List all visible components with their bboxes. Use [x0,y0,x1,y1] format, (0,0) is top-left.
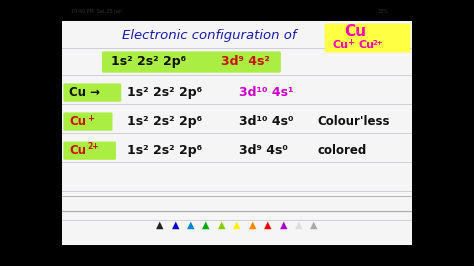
Text: ▲: ▲ [233,220,241,230]
Text: Cu: Cu [332,40,348,50]
Text: Cu: Cu [69,115,86,128]
Text: Cu: Cu [69,144,86,157]
FancyBboxPatch shape [64,113,112,131]
Text: +: + [347,38,354,47]
Text: 3d⁹ 4s²: 3d⁹ 4s² [221,55,270,68]
Text: ▲: ▲ [172,220,179,230]
Text: 3d¹⁰ 4s⁰: 3d¹⁰ 4s⁰ [239,115,293,128]
Text: 3d⁹ 4s⁰: 3d⁹ 4s⁰ [239,144,288,157]
Text: 1s² 2s² 2p⁶: 1s² 2s² 2p⁶ [127,144,201,157]
Text: +: + [87,114,94,123]
Text: ▲: ▲ [295,220,302,230]
Text: Cu: Cu [344,24,366,39]
Text: 1s² 2s² 2p⁶: 1s² 2s² 2p⁶ [127,86,201,99]
Text: Cu: Cu [358,40,374,50]
Text: ▲: ▲ [156,220,164,230]
Text: ▲: ▲ [249,220,256,230]
Text: ▲: ▲ [264,220,272,230]
Text: 10:40 PM  Sat 25 Jun: 10:40 PM Sat 25 Jun [71,10,122,14]
FancyBboxPatch shape [102,51,281,73]
FancyBboxPatch shape [64,84,121,102]
Text: ▲: ▲ [202,220,210,230]
Text: ▲: ▲ [310,220,318,230]
Text: Colour'less: Colour'less [318,115,390,128]
FancyBboxPatch shape [325,23,410,53]
Text: 2+: 2+ [373,40,383,45]
Text: 3d¹⁰ 4s¹: 3d¹⁰ 4s¹ [239,86,293,99]
Text: 2+: 2+ [87,142,99,151]
Text: 33%: 33% [378,10,389,14]
Text: 1s² 2s² 2p⁶: 1s² 2s² 2p⁶ [127,115,201,128]
Text: Cu →: Cu → [69,86,100,99]
Text: ▲: ▲ [280,220,287,230]
Text: colored: colored [318,144,367,157]
FancyBboxPatch shape [64,142,116,160]
Text: ▲: ▲ [218,220,225,230]
Text: ▲: ▲ [187,220,194,230]
Text: 1s² 2s² 2p⁶: 1s² 2s² 2p⁶ [111,55,186,68]
Text: Electronic configuration of: Electronic configuration of [122,29,296,42]
